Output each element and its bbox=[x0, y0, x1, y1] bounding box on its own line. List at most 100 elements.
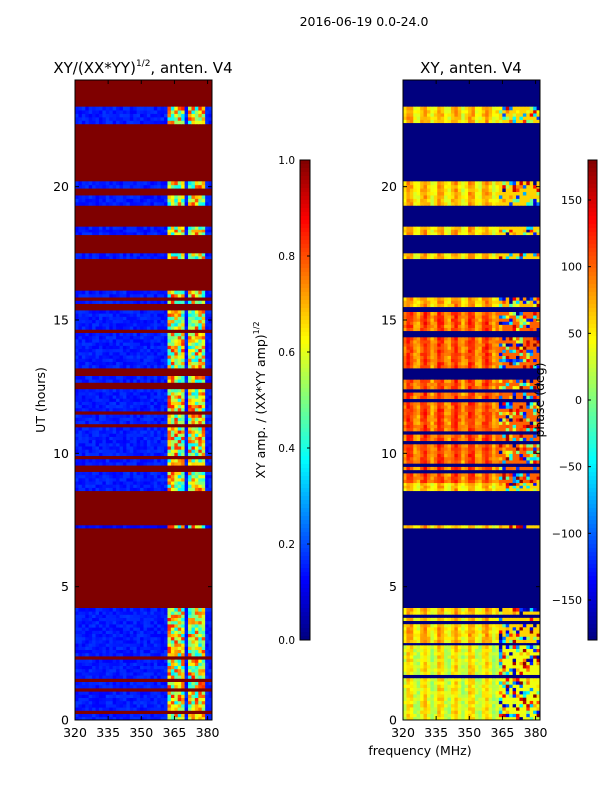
heatmap-cell bbox=[129, 195, 134, 199]
heatmap-cell bbox=[122, 423, 127, 428]
heatmap-cell bbox=[81, 297, 86, 301]
heatmap-cell bbox=[140, 345, 144, 350]
heatmap-cell bbox=[102, 484, 107, 488]
heatmap-cell bbox=[164, 668, 168, 673]
heatmap-cell bbox=[75, 484, 79, 488]
colorbar-step bbox=[300, 632, 310, 637]
heatmap-cell bbox=[184, 297, 189, 301]
heatmap-cell bbox=[498, 710, 503, 714]
heatmap-cell bbox=[109, 306, 114, 311]
heatmap-cell bbox=[116, 253, 120, 257]
heatmap-cell bbox=[116, 316, 120, 321]
heatmap-cell bbox=[519, 713, 524, 718]
heatmap-cell bbox=[164, 364, 168, 369]
heatmap-cell bbox=[109, 713, 114, 718]
heatmap-cell bbox=[78, 385, 83, 390]
heatmap-cell bbox=[191, 106, 196, 111]
heatmap-cell bbox=[194, 351, 199, 356]
heatmap-cell bbox=[119, 181, 124, 186]
heatmap-cell bbox=[174, 201, 179, 206]
heatmap-cell bbox=[188, 608, 192, 612]
heatmap-cell bbox=[174, 525, 179, 529]
heatmap-cell bbox=[174, 681, 179, 686]
heatmap-cell bbox=[157, 226, 162, 230]
heatmap-cell bbox=[95, 191, 100, 196]
heatmap-cell bbox=[208, 643, 213, 647]
heatmap-cell bbox=[75, 414, 79, 418]
heatmap-cell bbox=[194, 691, 199, 695]
heatmap-cell bbox=[109, 319, 114, 324]
heatmap-cell bbox=[133, 617, 138, 622]
heatmap-cell bbox=[167, 433, 172, 437]
heatmap-cell bbox=[201, 452, 206, 457]
heatmap-cell bbox=[109, 310, 114, 314]
heatmap-cell bbox=[170, 345, 175, 350]
heatmap-cell bbox=[146, 120, 151, 125]
heatmap-cell bbox=[188, 620, 192, 625]
heatmap-cell bbox=[188, 232, 192, 236]
heatmap-cell bbox=[194, 226, 199, 230]
heatmap-cell bbox=[191, 120, 196, 125]
heatmap-cell bbox=[140, 525, 144, 529]
heatmap-cell bbox=[201, 198, 206, 203]
heatmap-cell bbox=[102, 614, 107, 618]
heatmap-cell bbox=[122, 659, 127, 663]
heatmap-cell bbox=[150, 617, 155, 622]
heatmap-cell bbox=[198, 319, 203, 324]
heatmap-cell bbox=[177, 120, 182, 125]
heatmap-cell bbox=[75, 455, 79, 460]
heatmap-cell bbox=[478, 703, 483, 708]
heatmap-cell bbox=[98, 110, 103, 114]
heatmap-cell bbox=[122, 487, 127, 492]
heatmap-cell bbox=[126, 306, 131, 311]
heatmap-cell bbox=[177, 697, 182, 702]
heatmap-cell bbox=[150, 474, 155, 479]
heatmap-cell bbox=[119, 310, 124, 314]
heatmap-cell bbox=[181, 649, 185, 654]
heatmap-cell bbox=[164, 195, 168, 199]
heatmap-cell bbox=[133, 620, 138, 625]
heatmap-cell bbox=[170, 633, 175, 638]
heatmap-cell bbox=[181, 643, 185, 647]
heatmap-cell bbox=[78, 388, 83, 393]
heatmap-cell bbox=[191, 201, 196, 206]
heatmap-cell bbox=[88, 617, 93, 622]
heatmap-cell bbox=[126, 611, 131, 615]
heatmap-cell bbox=[150, 627, 155, 631]
heatmap-cell bbox=[208, 113, 213, 118]
heatmap-cell bbox=[129, 310, 134, 314]
heatmap-cell bbox=[116, 423, 120, 428]
heatmap-cell bbox=[88, 123, 93, 128]
heatmap-cell bbox=[150, 659, 155, 663]
heatmap-cell bbox=[191, 417, 196, 421]
heatmap-cell bbox=[184, 681, 189, 686]
heatmap-cell bbox=[164, 120, 168, 125]
heatmap-cell bbox=[136, 322, 141, 327]
heatmap-cell bbox=[88, 417, 93, 421]
heatmap-cell bbox=[170, 120, 175, 125]
heatmap-cell bbox=[495, 716, 500, 721]
heatmap-cell bbox=[98, 355, 103, 359]
heatmap-cell bbox=[153, 713, 158, 718]
heatmap-cell bbox=[157, 306, 162, 311]
heatmap-cell bbox=[177, 376, 182, 380]
heatmap-cell bbox=[143, 442, 148, 447]
heatmap-cell bbox=[170, 627, 175, 631]
heatmap-cell bbox=[112, 458, 117, 463]
heatmap-cell bbox=[194, 675, 199, 679]
heatmap-cell bbox=[109, 458, 114, 463]
colorbar-step bbox=[300, 236, 310, 241]
heatmap-cell bbox=[112, 407, 117, 412]
heatmap-cell bbox=[160, 293, 165, 298]
heatmap-cell bbox=[177, 426, 182, 431]
heatmap-cell bbox=[164, 106, 168, 111]
heatmap-cell bbox=[85, 624, 90, 628]
heatmap-cell bbox=[181, 436, 185, 441]
heatmap-cell bbox=[133, 713, 138, 718]
heatmap-cell bbox=[98, 636, 103, 641]
heatmap-cell bbox=[170, 195, 175, 199]
heatmap-cell bbox=[194, 201, 199, 206]
heatmap-cell bbox=[194, 710, 199, 714]
heatmap-cell bbox=[164, 188, 168, 193]
heatmap-cell bbox=[136, 433, 141, 437]
